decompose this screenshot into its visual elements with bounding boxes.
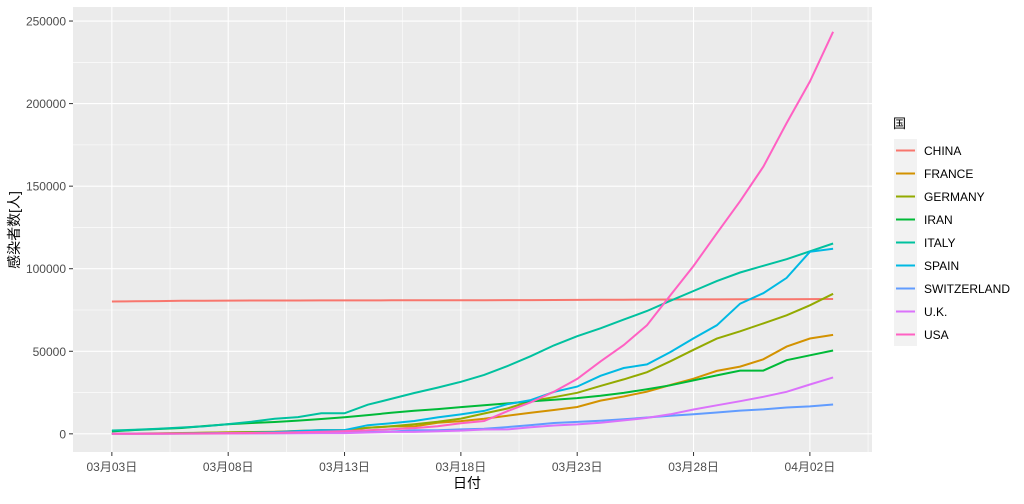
legend-label: GERMANY xyxy=(924,190,985,204)
legend-label: SPAIN xyxy=(924,259,959,273)
y-tick-label: 200000 xyxy=(26,97,66,111)
x-tick-label: 03月13日 xyxy=(319,460,370,474)
legend-label: CHINA xyxy=(924,144,961,158)
x-tick-label: 04月02日 xyxy=(785,460,836,474)
series-lines xyxy=(111,31,835,435)
legend-label: ITALY xyxy=(924,236,956,250)
series-line-usa xyxy=(111,31,835,435)
series-line-china xyxy=(111,298,834,303)
legend-title: 国 xyxy=(893,116,906,131)
legend-label: U.K. xyxy=(924,305,947,319)
legend-label: FRANCE xyxy=(924,167,973,181)
x-axis: 03月03日 03月08日 03月13日 03月18日 03月23日 03月28日 04月0… xyxy=(87,452,836,474)
y-axis: 0 50000 100000 150000 200000 250000 xyxy=(26,15,73,441)
x-tick-label: 03月28日 xyxy=(668,460,719,474)
y-tick-label: 0 xyxy=(59,427,66,441)
y-tick-label: 100000 xyxy=(26,262,66,276)
x-tick-label: 03月08日 xyxy=(203,460,254,474)
y-tick-label: 250000 xyxy=(26,15,66,29)
x-tick-label: 03月18日 xyxy=(436,460,487,474)
y-tick-label: 50000 xyxy=(33,345,67,359)
grid-minor xyxy=(73,7,872,452)
y-axis-label: 感染者数[人] xyxy=(6,191,22,269)
series-line-italy xyxy=(111,242,834,432)
legend-label: SWITZERLAND xyxy=(924,282,1010,296)
x-tick-label: 03月03日 xyxy=(87,460,138,474)
x-axis-label: 日付 xyxy=(453,475,481,491)
y-tick-label: 150000 xyxy=(26,180,66,194)
legend: 国 CHINA FRANCE GERMANY IRAN ITALY SPAIN SWITZE… xyxy=(893,116,1010,346)
legend-label: IRAN xyxy=(924,213,953,227)
legend-label: USA xyxy=(924,328,949,342)
x-tick-label: 03月23日 xyxy=(552,460,603,474)
plot-panel xyxy=(73,7,872,452)
